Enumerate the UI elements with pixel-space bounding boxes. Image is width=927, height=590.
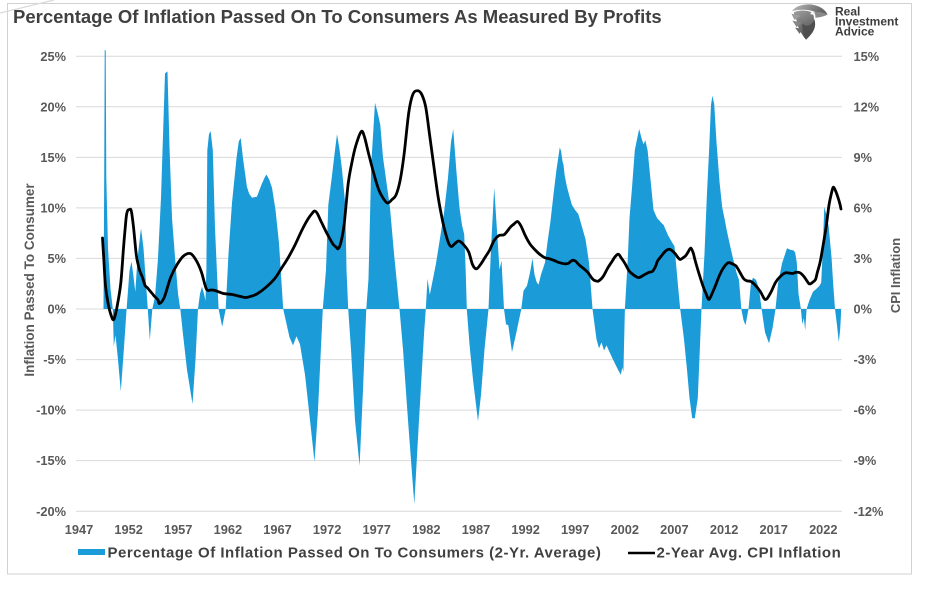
svg-text:2017: 2017 — [759, 522, 787, 537]
svg-text:-10%: -10% — [36, 403, 66, 418]
svg-text:-5%: -5% — [43, 352, 66, 367]
svg-text:0%: 0% — [854, 302, 873, 317]
svg-text:1987: 1987 — [462, 522, 490, 537]
svg-text:6%: 6% — [854, 201, 873, 216]
svg-text:12%: 12% — [854, 99, 880, 114]
svg-text:Percentage Of Inflation Passed: Percentage Of Inflation Passed On To Con… — [108, 545, 602, 562]
svg-text:CPI Inflation: CPI Inflation — [888, 238, 903, 313]
svg-text:Real: Real — [835, 4, 860, 18]
svg-text:5%: 5% — [48, 251, 67, 266]
svg-text:Investment: Investment — [835, 15, 898, 29]
svg-text:1962: 1962 — [214, 522, 242, 537]
svg-text:3%: 3% — [854, 251, 873, 266]
svg-text:-9%: -9% — [854, 453, 877, 468]
svg-text:15%: 15% — [40, 150, 66, 165]
svg-text:0%: 0% — [48, 302, 67, 317]
svg-text:Percentage Of Inflation Passed: Percentage Of Inflation Passed On To Con… — [13, 6, 662, 27]
svg-text:1957: 1957 — [164, 522, 192, 537]
svg-text:-20%: -20% — [36, 504, 66, 519]
svg-text:15%: 15% — [854, 49, 880, 64]
svg-text:1997: 1997 — [561, 522, 589, 537]
svg-text:1992: 1992 — [511, 522, 539, 537]
svg-text:10%: 10% — [40, 201, 66, 216]
svg-text:9%: 9% — [854, 150, 873, 165]
svg-text:1982: 1982 — [412, 522, 440, 537]
svg-text:Inflation Passed To Consumer: Inflation Passed To Consumer — [22, 183, 37, 377]
svg-text:-15%: -15% — [36, 453, 66, 468]
svg-text:2022: 2022 — [809, 522, 837, 537]
svg-text:-3%: -3% — [854, 352, 877, 367]
svg-text:20%: 20% — [40, 99, 66, 114]
svg-text:1947: 1947 — [65, 522, 93, 537]
svg-text:2002: 2002 — [611, 522, 639, 537]
svg-text:-6%: -6% — [854, 403, 877, 418]
svg-text:2007: 2007 — [660, 522, 688, 537]
svg-text:2-Year Avg. CPI Inflation: 2-Year Avg. CPI Inflation — [657, 545, 842, 562]
svg-text:-12%: -12% — [854, 504, 884, 519]
svg-text:Advice: Advice — [835, 25, 875, 39]
svg-text:1967: 1967 — [263, 522, 291, 537]
svg-text:1952: 1952 — [114, 522, 142, 537]
svg-text:25%: 25% — [40, 49, 66, 64]
svg-text:1977: 1977 — [362, 522, 390, 537]
svg-text:1972: 1972 — [313, 522, 341, 537]
svg-text:2012: 2012 — [710, 522, 738, 537]
